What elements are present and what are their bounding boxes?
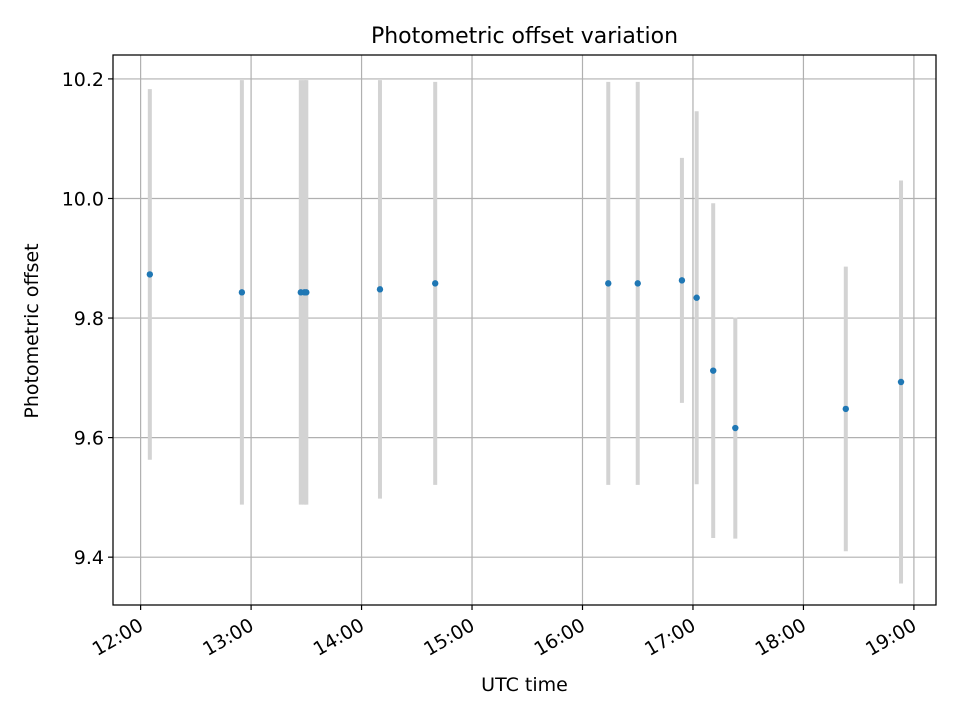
data-point (605, 280, 612, 287)
plot-frame (112, 54, 937, 606)
data-point (678, 277, 686, 284)
y-axis-label: Photometric offset (21, 243, 43, 418)
chart-title: Photometric offset variation (371, 24, 678, 49)
y-tick-label: 9.6 (74, 428, 104, 450)
y-tick-label: 9.4 (74, 547, 104, 569)
data-point (842, 405, 849, 413)
data-point (897, 378, 905, 386)
data-point (693, 294, 700, 301)
data-point-layer (146, 271, 905, 432)
data-point (303, 289, 310, 296)
data-point (238, 289, 246, 296)
data-point (146, 271, 154, 278)
data-point (634, 280, 641, 287)
data-point (376, 286, 384, 293)
data-point (732, 424, 739, 432)
x-axis-label: UTC time (481, 674, 568, 696)
data-point (710, 367, 717, 374)
y-tick-label: 10.2 (62, 69, 104, 91)
data-point (432, 280, 439, 287)
grid-layer (113, 55, 936, 605)
y-tick-label: 9.8 (74, 308, 104, 330)
y-tick-label: 10.0 (62, 188, 104, 210)
